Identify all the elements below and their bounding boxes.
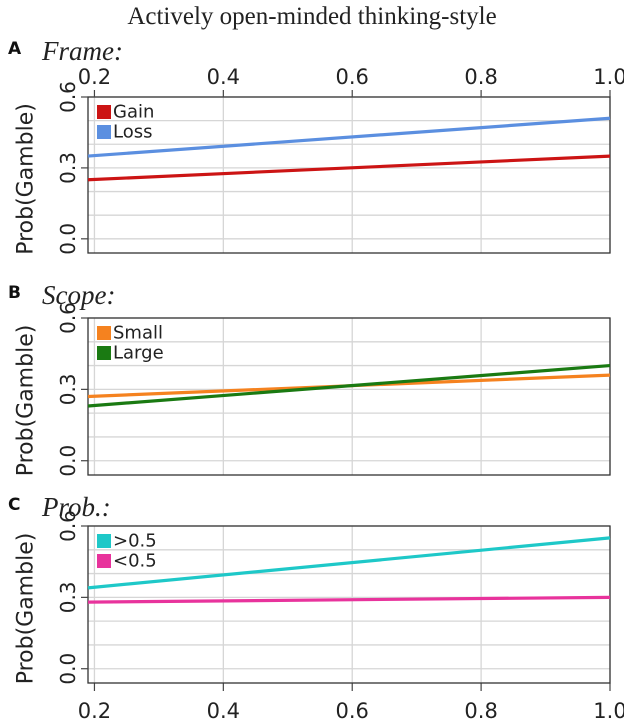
y-axis: 0.0 0.3 0.6 [56, 510, 88, 685]
panel-letter: C [8, 495, 20, 515]
y-tick-label: 0.0 [56, 653, 80, 685]
top-x-tick-label: 1.0 [593, 65, 624, 89]
bottom-x-axis: 0.2 0.4 0.6 0.8 1.0 [78, 683, 624, 723]
series-line-loss [87, 116, 611, 158]
y-tick-label: 0.6 [56, 81, 80, 113]
series-line-05 [87, 536, 611, 590]
grid [88, 525, 611, 683]
legend-swatch [97, 534, 111, 548]
panel-letter: A [8, 39, 22, 59]
bottom-x-tick-label: 0.4 [207, 699, 240, 723]
legend-label: Small [113, 323, 163, 344]
y-tick-label: 0.6 [56, 302, 80, 334]
y-tick-label: 0.0 [56, 445, 80, 477]
legend-swatch [97, 125, 111, 139]
top-x-axis: 0.2 0.4 0.6 0.8 1.0 [78, 65, 624, 97]
y-tick-label: 0.3 [56, 152, 80, 184]
series-line-gain [87, 154, 611, 182]
bottom-x-tick-label: 1.0 [593, 699, 624, 723]
y-axis: 0.0 0.3 0.6 [56, 81, 88, 255]
y-axis-label: Prob(Gamble) [14, 325, 39, 477]
panel-title: Frame: [41, 36, 123, 66]
grid [88, 317, 611, 475]
legend-swatch [97, 326, 111, 340]
legend-swatch [97, 105, 111, 119]
legend-swatch [97, 346, 111, 360]
series-line-large [87, 363, 611, 408]
chart-title: Actively open-minded thinking-style [127, 3, 496, 30]
legend-swatch [97, 554, 111, 568]
top-x-tick-label: 0.6 [336, 65, 369, 89]
y-tick-label: 0.6 [56, 510, 80, 542]
plot-frame [87, 525, 611, 684]
top-x-tick-label: 0.8 [464, 65, 497, 89]
legend-label: <0.5 [113, 551, 157, 572]
panel-letter: B [8, 283, 21, 303]
bottom-x-tick-label: 0.6 [336, 699, 369, 723]
legend: >0.5<0.5 [97, 531, 157, 572]
plot-frame [87, 96, 611, 254]
y-tick-label: 0.0 [56, 223, 80, 255]
legend-label: Large [113, 343, 164, 364]
y-tick-label: 0.3 [56, 373, 80, 405]
top-x-tick-label: 0.4 [207, 65, 240, 89]
legend-label: >0.5 [113, 531, 157, 552]
top-x-tick-label: 0.2 [78, 65, 111, 89]
y-axis-label: Prob(Gamble) [14, 103, 39, 255]
y-axis: 0.0 0.3 0.6 [56, 302, 88, 477]
panel-title: Prob.: [41, 492, 111, 522]
bottom-x-tick-label: 0.2 [78, 699, 111, 723]
panel-title: Scope: [42, 280, 115, 310]
panel-c: C Prob.: 0.0 0.3 0.6 Prob(Gamble) >0.5<0.5 [8, 492, 611, 685]
y-axis-label: Prob(Gamble) [14, 533, 39, 685]
legend-label: Loss [113, 122, 152, 143]
legend-label: Gain [113, 102, 154, 123]
series-line-05 [87, 595, 611, 604]
y-tick-label: 0.3 [56, 581, 80, 613]
bottom-x-tick-label: 0.8 [464, 699, 497, 723]
